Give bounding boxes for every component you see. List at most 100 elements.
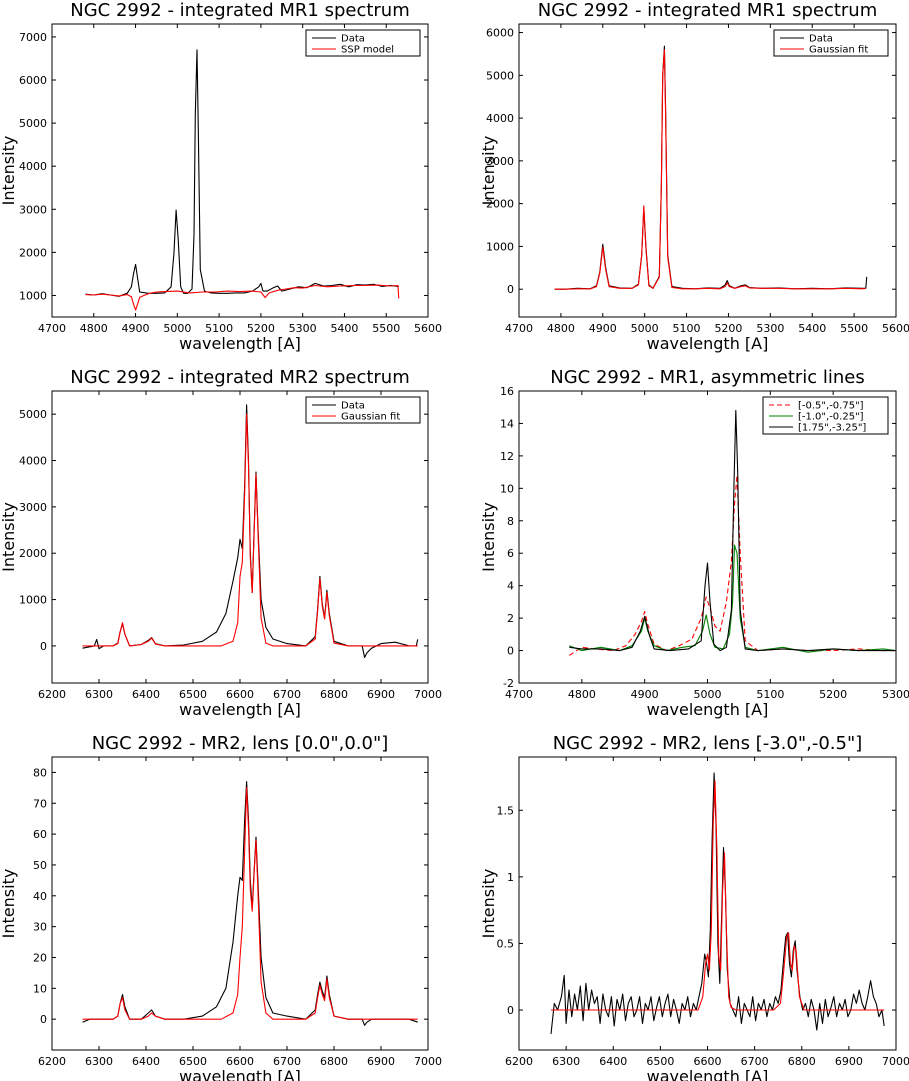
y-tick-label: 80 <box>33 766 47 779</box>
y-tick-label: 2000 <box>19 547 47 560</box>
y-tick-label: 12 <box>500 450 514 463</box>
y-tick-label: 8 <box>507 515 514 528</box>
y-tick-label: 14 <box>500 417 514 430</box>
chart-panel-4: 4700 4800 4900 5000 5100 5200 5300 -2 0 2 4 6 8 10 12 1… <box>479 367 909 719</box>
y-tick-label: 20 <box>33 951 47 964</box>
x-tick-label: 6900 <box>367 1055 395 1068</box>
x-tick-label: 5000 <box>694 688 722 701</box>
legend: [-0.5",-0.75"][-1.0",-0.25"][1.75",-3.25… <box>762 396 889 435</box>
x-tick-label: 6700 <box>273 1055 301 1068</box>
x-tick-label: 5100 <box>205 322 233 335</box>
chart-title: NGC 2992 - MR2, lens [-3.0",-0.5"] <box>553 733 863 754</box>
x-tick-label: 6200 <box>38 688 66 701</box>
x-tick-label: 4800 <box>568 688 596 701</box>
x-axis-label: wavelength [A] <box>179 1067 301 1081</box>
x-tick-label: 6200 <box>505 1055 533 1068</box>
x-tick-label: 6300 <box>85 1055 113 1068</box>
x-tick-label: 5200 <box>247 322 275 335</box>
y-axis-label: Intensity <box>479 136 498 206</box>
x-tick-label: 5200 <box>714 322 742 335</box>
legend-label: Gaussian fit <box>809 45 868 56</box>
y-tick-label: 1000 <box>19 594 47 607</box>
x-tick-label: 5400 <box>798 322 826 335</box>
legend-label: Gaussian fit <box>341 412 400 423</box>
x-tick-label: 5600 <box>882 322 909 335</box>
x-tick-label: 6700 <box>273 688 301 701</box>
x-tick-label: 6200 <box>38 1055 66 1068</box>
chart-title: NGC 2992 - integrated MR2 spectrum <box>70 367 410 388</box>
y-tick-label: 16 <box>500 385 514 398</box>
y-tick-label: 60 <box>33 828 47 841</box>
chart-panel-3: 6200 6300 6400 6500 6600 6700 6800 6900 7000 0 100… <box>0 367 442 719</box>
y-tick-label: 5000 <box>19 408 47 421</box>
plot-frame <box>51 23 429 318</box>
legend-label: [-1.0",-0.25"] <box>798 412 864 423</box>
y-tick-label: 0 <box>40 640 47 653</box>
y-axis-label: Intensity <box>479 869 498 939</box>
x-tick-label: 6800 <box>788 1055 816 1068</box>
x-tick-label: 6800 <box>320 688 348 701</box>
series-line-1 <box>82 781 418 1026</box>
x-tick-label: 5000 <box>163 322 191 335</box>
legend-label: Data <box>341 401 365 412</box>
y-tick-label: 5000 <box>486 69 514 82</box>
y-tick-label: 0.5 <box>497 937 515 950</box>
x-tick-label: 6800 <box>320 1055 348 1068</box>
series-line-2 <box>85 284 400 311</box>
y-tick-label: 0 <box>507 1004 514 1017</box>
x-tick-label: 6600 <box>694 1055 722 1068</box>
series-line-2 <box>82 787 418 1020</box>
x-tick-label: 7000 <box>414 1055 442 1068</box>
x-tick-label: 5300 <box>289 322 317 335</box>
y-tick-label: 3000 <box>19 203 47 216</box>
x-tick-label: 4900 <box>589 322 617 335</box>
chart-panel-2: 4700 4800 4900 5000 5100 5200 5300 5400 5500 5600… <box>479 0 909 353</box>
x-tick-label: 6500 <box>646 1055 674 1068</box>
chart-title: NGC 2992 - integrated MR1 spectrum <box>538 0 878 21</box>
x-tick-label: 4800 <box>547 322 575 335</box>
x-tick-label: 6900 <box>367 688 395 701</box>
x-axis-label: wavelength [A] <box>179 334 301 353</box>
y-tick-label: 1000 <box>486 240 514 253</box>
x-tick-label: 6500 <box>179 688 207 701</box>
x-tick-label: 6300 <box>85 688 113 701</box>
y-tick-label: 6 <box>507 547 514 560</box>
series-line-2 <box>82 413 418 647</box>
y-tick-label: 10 <box>500 482 514 495</box>
series-line-2 <box>569 544 896 653</box>
x-tick-label: 5200 <box>819 688 847 701</box>
y-tick-label: 3000 <box>486 155 514 168</box>
y-tick-label: 0 <box>507 645 514 658</box>
y-tick-label: 6000 <box>19 74 47 87</box>
legend-box <box>773 29 889 57</box>
x-tick-label: 5500 <box>840 322 868 335</box>
y-tick-label: 3000 <box>19 501 47 514</box>
x-tick-label: 5100 <box>756 688 784 701</box>
y-tick-label: 40 <box>33 890 47 903</box>
y-tick-label: 30 <box>33 921 47 934</box>
y-tick-label: 4 <box>507 580 514 593</box>
legend-label: Data <box>341 34 365 45</box>
x-tick-label: 6600 <box>226 688 254 701</box>
x-tick-label: 6400 <box>132 1055 160 1068</box>
series-line-1 <box>85 49 399 297</box>
y-tick-label: 2000 <box>19 246 47 259</box>
y-tick-label: 5000 <box>19 117 47 130</box>
x-tick-label: 4900 <box>122 322 150 335</box>
x-tick-label: 5300 <box>756 322 784 335</box>
x-tick-label: 5000 <box>631 322 659 335</box>
series-line-1 <box>554 45 868 290</box>
x-axis-label: wavelength [A] <box>647 700 769 719</box>
x-tick-label: 7000 <box>414 688 442 701</box>
x-tick-label: 6500 <box>179 1055 207 1068</box>
plot-frame <box>51 756 429 1051</box>
y-tick-label: 1.5 <box>497 804 515 817</box>
series-line-2 <box>551 780 885 1011</box>
x-tick-label: 5600 <box>414 322 442 335</box>
x-tick-label: 6600 <box>226 1055 254 1068</box>
plot-frame <box>518 23 897 318</box>
y-tick-label: 1000 <box>19 289 47 302</box>
y-tick-label: 0 <box>507 283 514 296</box>
series-line-1 <box>550 772 885 1035</box>
